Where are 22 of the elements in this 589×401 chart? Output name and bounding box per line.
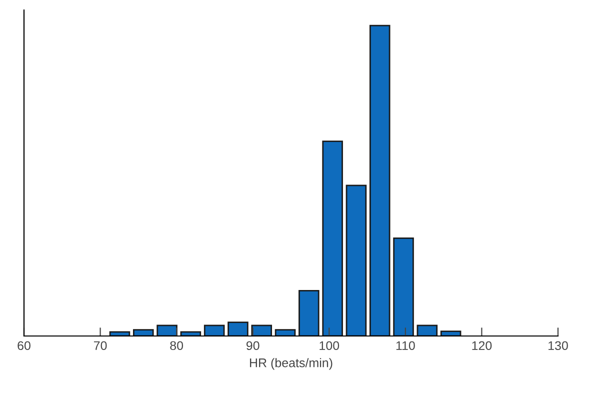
x-tick-label: 110 [396,341,415,350]
x-tick-label: 80 [170,341,184,350]
x-axis-title: HR (beats/min) [250,358,332,370]
bar [416,324,438,336]
x-tick-label: 130 [548,341,568,350]
x-tick-label: 90 [246,341,260,350]
x-tick-label: 120 [472,341,492,350]
bar [132,329,154,336]
bar [346,184,367,336]
bar [156,324,178,336]
x-tick-label: 60 [18,341,30,350]
bar [393,238,414,336]
bar [440,330,462,336]
bar [228,322,248,336]
bar [298,290,320,336]
bar [251,324,272,336]
x-tick-label: 100 [320,341,340,350]
bar [369,24,390,336]
x-tick-label: 70 [94,341,107,350]
bar [274,329,296,336]
bar [322,140,343,336]
bar [204,324,225,336]
